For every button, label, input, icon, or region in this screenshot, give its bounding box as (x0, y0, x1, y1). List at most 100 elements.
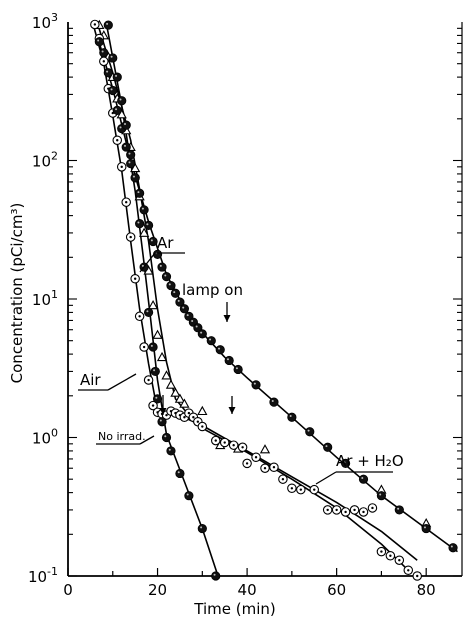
x-axis-label: Time (min) (193, 600, 275, 618)
data-point-filled-circle (323, 442, 333, 452)
x-tick-label: 20 (148, 581, 167, 599)
data-point-highlight (137, 221, 140, 224)
data-point-center-dot (326, 508, 329, 512)
data-point-filled-circle (112, 72, 122, 82)
data-point-highlight (97, 39, 100, 42)
data-point-center-dot (142, 345, 146, 349)
data-point-filled-circle (130, 173, 140, 183)
fit-curve-0 (96, 21, 418, 561)
y-tick-label: 102 (32, 150, 58, 171)
data-point-filled-circle (150, 366, 160, 377)
data-point-filled-circle (157, 417, 167, 427)
fit-curve-2 (96, 35, 458, 553)
data-point-filled-circle (251, 380, 261, 390)
data-point-center-dot (138, 315, 141, 318)
data-point-highlight (164, 274, 167, 277)
data-point-center-dot (299, 488, 303, 491)
data-point-highlight (289, 415, 292, 418)
data-point-center-dot (380, 550, 383, 553)
data-point-center-dot (214, 439, 217, 442)
data-point-triangle (156, 351, 168, 362)
data-point-center-dot (290, 487, 294, 490)
data-point-center-dot (116, 139, 119, 142)
data-point-filled-circle (157, 262, 167, 272)
data-point-center-dot (398, 559, 401, 562)
data-point-filled-circle (126, 150, 136, 160)
data-point-filled-circle (135, 219, 145, 229)
data-point-center-dot (187, 411, 191, 415)
data-point-center-dot (223, 441, 226, 444)
data-point-highlight (119, 126, 122, 129)
data-point-filled-circle (161, 272, 172, 282)
data-point-highlight (132, 175, 135, 178)
data-point-highlight (150, 239, 153, 242)
data-point-center-dot (371, 506, 374, 510)
data-point-center-dot (183, 416, 186, 419)
data-point-filled-circle (94, 37, 104, 47)
annotation-leader-lines (78, 252, 393, 485)
data-point-filled-circle (448, 543, 458, 553)
data-point-highlight (146, 310, 149, 313)
data-point-highlight (141, 207, 144, 210)
data-point-triangle (197, 405, 208, 416)
fit-curve-1 (91, 21, 409, 571)
data-point-center-dot (133, 277, 137, 280)
data-point-highlight (182, 306, 185, 309)
data-point-highlight (235, 367, 238, 370)
data-point-center-dot (201, 425, 204, 428)
x-tick-label: 0 (63, 581, 73, 599)
data-point-highlight (343, 461, 346, 464)
data-point-highlight (200, 526, 203, 529)
data-point-highlight (115, 74, 118, 77)
y-tick-label: 100 (32, 427, 58, 448)
x-tick-label: 40 (238, 581, 257, 599)
annotation-air: Air (80, 371, 101, 389)
data-point-highlight (106, 22, 109, 25)
data-point-highlight (110, 88, 113, 91)
data-point-highlight (168, 448, 171, 451)
data-point-center-dot (254, 456, 258, 459)
data-point-center-dot (335, 508, 338, 512)
data-point-filled-circle (211, 571, 221, 581)
data-point-center-dot (165, 413, 168, 417)
data-point-highlight (213, 573, 216, 576)
data-point-highlight (137, 191, 140, 194)
data-point-filled-circle (112, 105, 122, 116)
data-point-highlight (119, 98, 122, 101)
y-axis-label: Concentration (pCi/cm³) (8, 203, 26, 384)
data-point-center-dot (93, 23, 97, 26)
data-point-filled-circle (224, 355, 234, 366)
data-points (90, 19, 458, 581)
data-point-center-dot (192, 416, 195, 419)
data-point-highlight (379, 493, 382, 496)
data-point-filled-circle (108, 53, 118, 63)
data-point-filled-circle (139, 205, 149, 215)
data-point-filled-circle (179, 304, 190, 314)
data-point-center-dot (263, 467, 267, 470)
data-point-highlight (307, 429, 310, 432)
annotation-no-irrad: No irrad. (98, 430, 146, 443)
annotation-ar: Ar (157, 234, 174, 252)
data-point-filled-circle (148, 236, 158, 247)
data-point-filled-circle (166, 446, 176, 456)
no-irrad-pointer (139, 435, 155, 445)
data-point-filled-circle (421, 523, 431, 534)
data-point-center-dot (407, 569, 410, 572)
data-point-filled-circle (103, 20, 113, 30)
data-point-highlight (159, 264, 162, 267)
data-point-filled-circle (197, 523, 207, 534)
data-point-triangle (161, 370, 172, 380)
data-point-highlight (159, 419, 162, 422)
y-tick-label: 103 (32, 11, 58, 32)
data-point-center-dot (232, 443, 235, 447)
data-point-highlight (209, 338, 212, 341)
annotation-lamp-on: lamp on (182, 281, 243, 299)
data-point-highlight (150, 344, 153, 347)
data-point-filled-circle (117, 96, 127, 106)
data-point-filled-circle (233, 364, 243, 375)
tick-labels: 0 20 40 60 80 10-1 100 101 102 103 (28, 11, 436, 599)
data-point-highlight (110, 55, 113, 58)
data-point-filled-circle (197, 329, 207, 339)
data-point-center-dot (151, 404, 155, 407)
